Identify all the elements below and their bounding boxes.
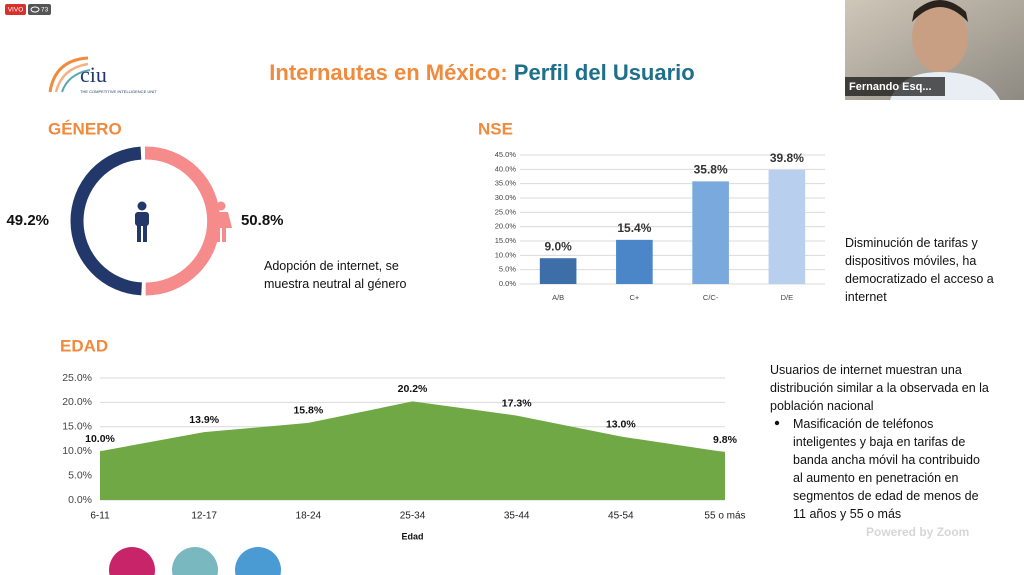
y-tick-label: 0.0% <box>499 279 516 288</box>
y-tick-label: 20.0% <box>495 222 517 231</box>
donut-slice <box>70 146 143 296</box>
y-tick-label: 35.0% <box>495 179 517 188</box>
y-tick-label: 45.0% <box>495 150 517 159</box>
chart-title: GÉNERO <box>48 119 122 138</box>
y-tick-label: 15.0% <box>495 236 517 245</box>
chart-title: EDAD <box>60 336 108 355</box>
bar <box>539 258 577 284</box>
logo-arc <box>61 69 91 93</box>
x-tick-label: 45-54 <box>608 511 634 522</box>
x-tick-label: 35-44 <box>504 511 530 522</box>
value-label: 15.8% <box>293 405 323 417</box>
x-axis-label: Edad <box>401 531 423 541</box>
y-tick-label: 10.0% <box>495 250 517 259</box>
value-label: 10.0% <box>85 433 115 445</box>
bar <box>616 239 653 284</box>
value-label: 49.2% <box>6 212 49 229</box>
nse-note: Disminución de tarifas y dispositivos mó… <box>845 236 994 304</box>
speaker-hair <box>912 0 968 22</box>
live-badge <box>5 4 26 15</box>
area <box>100 401 725 500</box>
y-tick-label: 25.0% <box>495 207 517 216</box>
speaker-label-bg <box>845 77 945 96</box>
value-label: 13.0% <box>606 418 636 430</box>
value-label: 20.2% <box>398 383 428 395</box>
chart-title: NSE <box>478 119 513 138</box>
x-tick-label: 12-17 <box>191 511 217 522</box>
y-tick-label: 25.0% <box>62 372 92 384</box>
y-tick-label: 10.0% <box>62 445 92 457</box>
y-tick-label: 40.0% <box>495 164 517 173</box>
value-label: 35.8% <box>694 163 728 177</box>
logo-tagline: THE COMPETITIVE INTELLIGENCE UNIT <box>80 89 157 94</box>
eye-icon <box>30 6 40 13</box>
zoom-watermark: Powered by Zoom <box>866 525 969 539</box>
value-label: 39.8% <box>770 151 804 165</box>
nav-circle <box>172 547 218 575</box>
x-tick-label: 25-34 <box>400 511 426 522</box>
bullet <box>774 420 780 426</box>
logo-arc <box>48 56 89 93</box>
value-label: 50.8% <box>241 212 284 229</box>
x-tick-label: D/E <box>781 293 794 302</box>
speaker-name: Fernando Esq... <box>849 81 932 93</box>
x-tick-label: C/C- <box>703 293 719 302</box>
value-label: 15.4% <box>617 221 651 235</box>
bar <box>768 169 806 284</box>
logo-name: ciu <box>80 62 107 87</box>
slide-title: Internautas en México: Perfil del Usuari… <box>269 60 694 85</box>
logo-arc <box>54 62 89 93</box>
donut-slice <box>144 146 221 296</box>
age-bullet: Masificación de teléfonos inteligentes y… <box>793 417 980 521</box>
value-label: 17.3% <box>502 397 532 409</box>
x-tick-label: C+ <box>629 293 639 302</box>
x-tick-label: A/B <box>552 293 564 302</box>
y-tick-label: 0.0% <box>68 494 92 506</box>
title-part: Perfil del Usuario <box>514 60 695 85</box>
age-note: Usuarios de internet muestran una distri… <box>770 363 989 413</box>
nav-circle <box>235 547 281 575</box>
title-part: Internautas en México: <box>269 60 507 85</box>
live-label: VIVO <box>8 7 24 14</box>
viewers-count: 73 <box>41 7 49 14</box>
value-label: 13.9% <box>189 414 219 426</box>
bar <box>692 181 729 284</box>
nav-circle <box>109 547 155 575</box>
value-label: 9.0% <box>544 239 572 253</box>
speaker-face <box>912 4 968 72</box>
y-tick-label: 30.0% <box>495 193 517 202</box>
gender-note: Adopción de internet, se muestra neutral… <box>264 259 407 291</box>
y-tick-label: 5.0% <box>499 265 516 274</box>
male-icon <box>135 201 149 242</box>
y-tick-label: 20.0% <box>62 396 92 408</box>
y-tick-label: 5.0% <box>68 469 92 481</box>
y-tick-label: 15.0% <box>62 421 92 433</box>
value-label: 9.8% <box>713 434 738 446</box>
x-tick-label: 18-24 <box>296 511 322 522</box>
x-tick-label: 55 o más <box>704 511 745 522</box>
x-tick-label: 6-11 <box>90 511 110 522</box>
